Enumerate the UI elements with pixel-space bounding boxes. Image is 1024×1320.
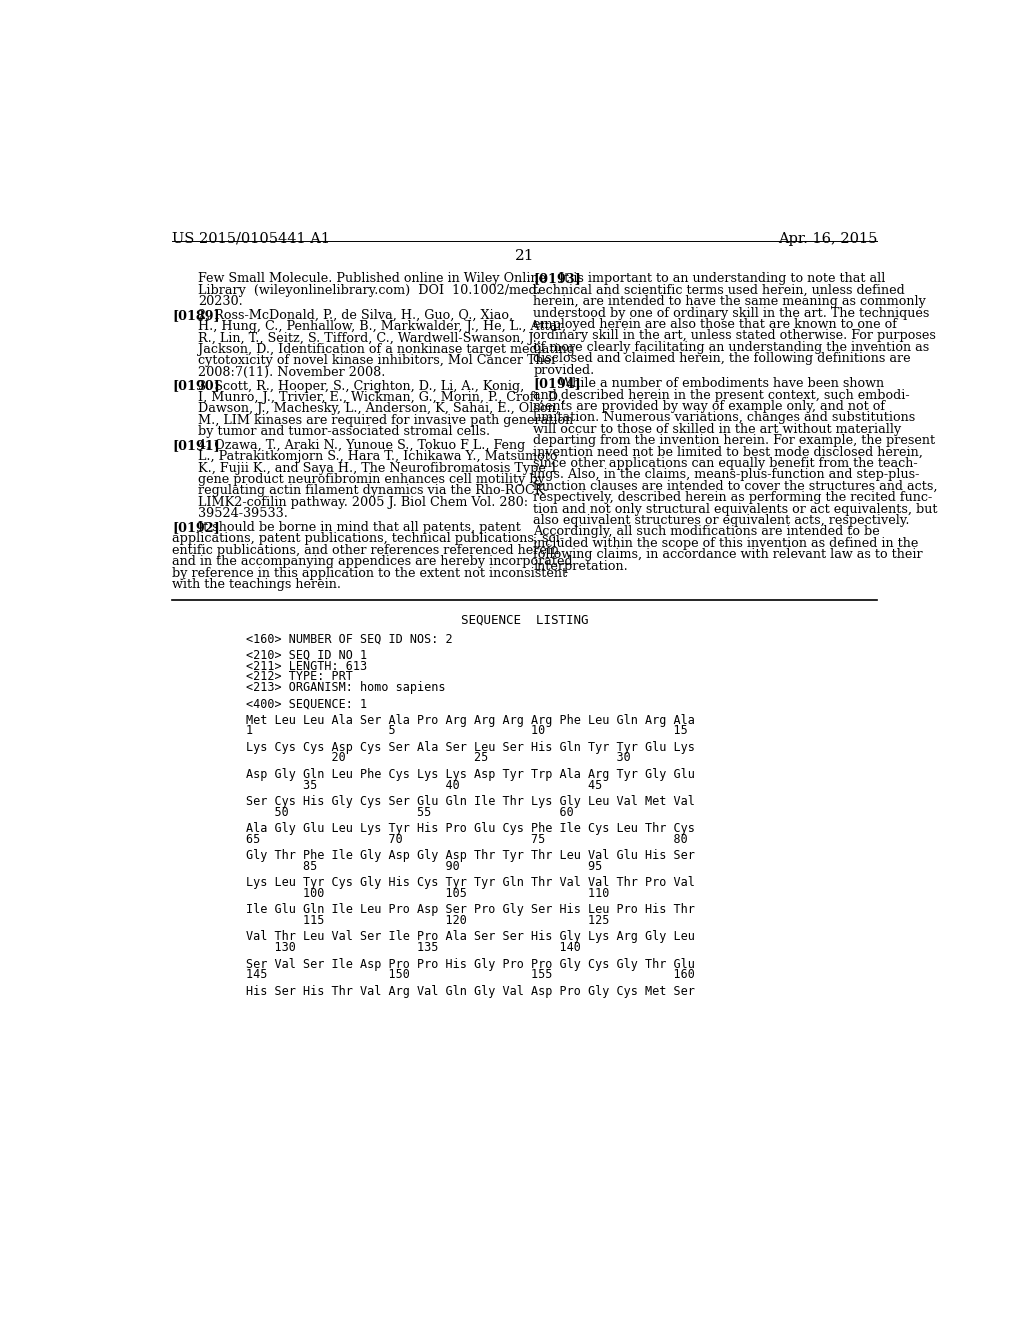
Text: <210> SEQ ID NO 1: <210> SEQ ID NO 1 [246,649,367,661]
Text: [0189]: [0189] [172,309,220,322]
Text: respectively, described herein as performing the recited func-: respectively, described herein as perfor… [534,491,933,504]
Text: Met Leu Leu Ala Ser Ala Pro Arg Arg Arg Arg Phe Leu Gln Arg Ala: Met Leu Leu Ala Ser Ala Pro Arg Arg Arg … [246,714,694,727]
Text: Apr. 16, 2015: Apr. 16, 2015 [778,231,878,246]
Text: 115                 120                 125: 115 120 125 [246,913,609,927]
Text: Accordingly, all such modifications are intended to be: Accordingly, all such modifications are … [534,525,880,539]
Text: <400> SEQUENCE: 1: <400> SEQUENCE: 1 [246,697,367,710]
Text: I, Munro, J., Trivier, E., Wickman, G., Morin, P., Croft, D.,: I, Munro, J., Trivier, E., Wickman, G., … [198,391,565,404]
Text: limitation. Numerous variations, changes and substitutions: limitation. Numerous variations, changes… [534,412,915,425]
Text: and in the accompanying appendices are hereby incorporated: and in the accompanying appendices are h… [172,556,572,568]
Text: Library  (wileyonlinelibrary.com)  DOI  10.1002/med.: Library (wileyonlinelibrary.com) DOI 10.… [198,284,541,297]
Text: understood by one of ordinary skill in the art. The techniques: understood by one of ordinary skill in t… [534,306,930,319]
Text: Few Small Molecule. Published online in Wiley Online: Few Small Molecule. Published online in … [198,272,546,285]
Text: 130                 135                 140: 130 135 140 [246,941,581,954]
Text: <160> NUMBER OF SEQ ID NOS: 2: <160> NUMBER OF SEQ ID NOS: 2 [246,632,453,645]
Text: with the teachings herein.: with the teachings herein. [172,578,341,591]
Text: disclosed and claimed herein, the following definitions are: disclosed and claimed herein, the follow… [534,352,911,366]
Text: Asp Gly Gln Leu Phe Cys Lys Lys Asp Tyr Trp Ala Arg Tyr Gly Glu: Asp Gly Gln Leu Phe Cys Lys Lys Asp Tyr … [246,768,694,781]
Text: 50                  55                  60: 50 55 60 [246,805,573,818]
Text: <212> TYPE: PRT: <212> TYPE: PRT [246,671,352,684]
Text: 2. Ross-McDonald, P., de Silva, H., Guo, Q., Xiao,: 2. Ross-McDonald, P., de Silva, H., Guo,… [198,309,513,322]
Text: L., Patrakitkomjorn S., Hara T., Ichikawa Y., Matsumoto: L., Patrakitkomjorn S., Hara T., Ichikaw… [198,450,557,463]
Text: by reference in this application to the extent not inconsistent: by reference in this application to the … [172,566,567,579]
Text: 3. Scott, R., Hooper, S., Crighton, D., Li, A., Konig,: 3. Scott, R., Hooper, S., Crighton, D., … [198,380,524,392]
Text: technical and scientific terms used herein, unless defined: technical and scientific terms used here… [534,284,905,297]
Text: Ser Val Ser Ile Asp Pro Pro His Gly Pro Pro Gly Cys Gly Thr Glu: Ser Val Ser Ile Asp Pro Pro His Gly Pro … [246,957,694,970]
Text: invention need not be limited to best mode disclosed herein,: invention need not be limited to best mo… [534,446,924,458]
Text: cytotoxicity of novel kinase inhibitors, Mol Cancer Ther: cytotoxicity of novel kinase inhibitors,… [198,355,557,367]
Text: following claims, in accordance with relevant law as to their: following claims, in accordance with rel… [534,548,923,561]
Text: 39524-39533.: 39524-39533. [198,507,288,520]
Text: regulating actin filament dynamics via the Rho-ROCK-: regulating actin filament dynamics via t… [198,484,548,498]
Text: 65                  70                  75                  80: 65 70 75 80 [246,833,687,846]
Text: function clauses are intended to cover the structures and acts,: function clauses are intended to cover t… [534,479,938,492]
Text: [0192]: [0192] [172,521,220,533]
Text: H., Hung, C., Penhallow, B., Markwalder, J., He, L., Attar,: H., Hung, C., Penhallow, B., Markwalder,… [198,321,566,333]
Text: entific publications, and other references referenced herein: entific publications, and other referenc… [172,544,559,557]
Text: provided.: provided. [534,363,595,376]
Text: While a number of embodiments have been shown: While a number of embodiments have been … [559,378,884,391]
Text: Ala Gly Glu Leu Lys Tyr His Pro Glu Cys Phe Ile Cys Leu Thr Cys: Ala Gly Glu Leu Lys Tyr His Pro Glu Cys … [246,822,694,836]
Text: <211> LENGTH: 613: <211> LENGTH: 613 [246,660,367,672]
Text: [0193]: [0193] [534,272,581,285]
Text: US 2015/0105441 A1: US 2015/0105441 A1 [172,231,330,246]
Text: LIMK2-cofilin pathway. 2005 J. Biol Chem Vol. 280:: LIMK2-cofilin pathway. 2005 J. Biol Chem… [198,496,528,508]
Text: Gly Thr Phe Ile Gly Asp Gly Asp Thr Tyr Thr Leu Val Glu His Ser: Gly Thr Phe Ile Gly Asp Gly Asp Thr Tyr … [246,849,694,862]
Text: will occur to those of skilled in the art without materially: will occur to those of skilled in the ar… [534,422,901,436]
Text: It should be borne in mind that all patents, patent: It should be borne in mind that all pate… [198,521,520,533]
Text: 1                   5                   10                  15: 1 5 10 15 [246,725,687,738]
Text: herein, are intended to have the same meaning as commonly: herein, are intended to have the same me… [534,296,926,308]
Text: 2008:7(11). November 2008.: 2008:7(11). November 2008. [198,366,385,379]
Text: 145                 150                 155                 160: 145 150 155 160 [246,968,694,981]
Text: His Ser His Thr Val Arg Val Gln Gly Val Asp Pro Gly Cys Met Ser: His Ser His Thr Val Arg Val Gln Gly Val … [246,985,694,998]
Text: 20                  25                  30: 20 25 30 [246,751,631,764]
Text: 20230.: 20230. [198,296,243,308]
Text: Jackson, D., Identification of a nonkinase target mediating: Jackson, D., Identification of a nonkina… [198,343,574,356]
Text: also equivalent structures or equivalent acts, respectively.: also equivalent structures or equivalent… [534,513,910,527]
Text: since other applications can equally benefit from the teach-: since other applications can equally ben… [534,457,918,470]
Text: and described herein in the present context, such embodi-: and described herein in the present cont… [534,388,910,401]
Text: Lys Leu Tyr Cys Gly His Cys Tyr Tyr Gln Thr Val Val Thr Pro Val: Lys Leu Tyr Cys Gly His Cys Tyr Tyr Gln … [246,876,694,890]
Text: ments are provided by way of example only, and not of: ments are provided by way of example onl… [534,400,886,413]
Text: Dawson, J., Machesky, L., Anderson, K, Sahai, E., Olson,: Dawson, J., Machesky, L., Anderson, K, S… [198,403,559,416]
Text: 4. Ozawa, T., Araki N., Yunoue S., Tokuo F L., Feng: 4. Ozawa, T., Araki N., Yunoue S., Tokuo… [198,438,525,451]
Text: applications, patent publications, technical publications, sci-: applications, patent publications, techn… [172,532,564,545]
Text: by tumor and tumor-associated stromal cells.: by tumor and tumor-associated stromal ce… [198,425,489,438]
Text: ordinary skill in the art, unless stated otherwise. For purposes: ordinary skill in the art, unless stated… [534,330,936,342]
Text: Ser Cys His Gly Cys Ser Glu Gln Ile Thr Lys Gly Leu Val Met Val: Ser Cys His Gly Cys Ser Glu Gln Ile Thr … [246,795,694,808]
Text: 35                  40                  45: 35 40 45 [246,779,602,792]
Text: of more clearly facilitating an understanding the invention as: of more clearly facilitating an understa… [534,341,930,354]
Text: departing from the invention herein. For example, the present: departing from the invention herein. For… [534,434,936,447]
Text: interpretation.: interpretation. [534,560,628,573]
Text: SEQUENCE  LISTING: SEQUENCE LISTING [461,614,589,627]
Text: ings. Also, in the claims, means-plus-function and step-plus-: ings. Also, in the claims, means-plus-fu… [534,469,920,482]
Text: [0190]: [0190] [172,380,220,392]
Text: 21: 21 [515,249,535,263]
Text: Val Thr Leu Val Ser Ile Pro Ala Ser Ser His Gly Lys Arg Gly Leu: Val Thr Leu Val Ser Ile Pro Ala Ser Ser … [246,931,694,944]
Text: K., Fujii K., and Saya H., The Neurofibromatosis Type 1: K., Fujii K., and Saya H., The Neurofibr… [198,462,558,475]
Text: employed herein are also those that are known to one of: employed herein are also those that are … [534,318,897,331]
Text: Ile Glu Gln Ile Leu Pro Asp Ser Pro Gly Ser His Leu Pro His Thr: Ile Glu Gln Ile Leu Pro Asp Ser Pro Gly … [246,903,694,916]
Text: 85                  90                  95: 85 90 95 [246,859,602,873]
Text: R., Lin, T., Seitz, S. Tifford, C., Wardwell-Swanson, J.,: R., Lin, T., Seitz, S. Tifford, C., Ward… [198,331,541,345]
Text: included within the scope of this invention as defined in the: included within the scope of this invent… [534,537,919,549]
Text: [0194]: [0194] [534,378,581,391]
Text: [0191]: [0191] [172,438,220,451]
Text: M., LIM kinases are required for invasive path generation: M., LIM kinases are required for invasiv… [198,413,573,426]
Text: <213> ORGANISM: homo sapiens: <213> ORGANISM: homo sapiens [246,681,445,694]
Text: Lys Cys Cys Asp Cys Ser Ala Ser Leu Ser His Gln Tyr Tyr Glu Lys: Lys Cys Cys Asp Cys Ser Ala Ser Leu Ser … [246,741,694,754]
Text: gene product neurofibromin enhances cell motility by: gene product neurofibromin enhances cell… [198,473,545,486]
Text: tion and not only structural equivalents or act equivalents, but: tion and not only structural equivalents… [534,503,938,516]
Text: It is important to an understanding to note that all: It is important to an understanding to n… [559,272,886,285]
Text: 100                 105                 110: 100 105 110 [246,887,609,900]
